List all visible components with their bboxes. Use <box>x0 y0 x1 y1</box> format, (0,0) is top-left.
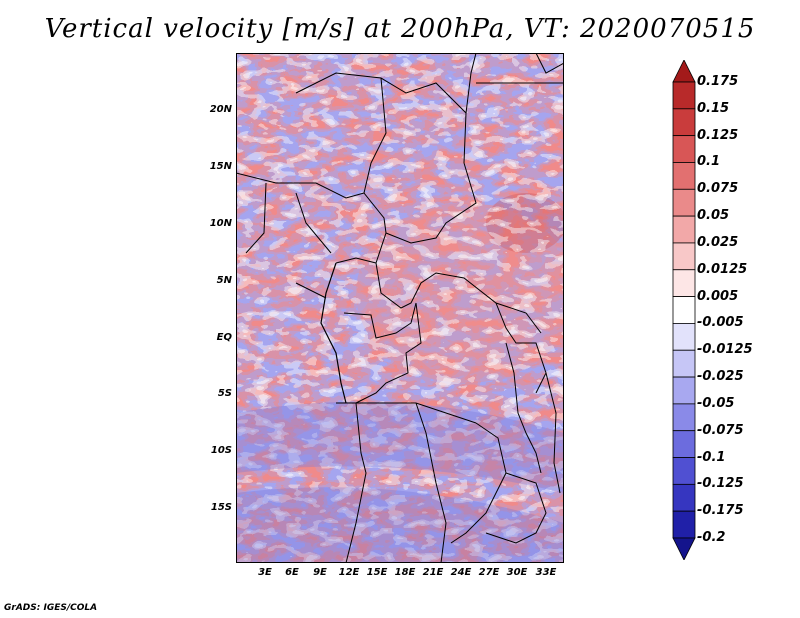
colorbar-label: -0.125 <box>697 476 744 492</box>
near-zero-field <box>236 53 564 563</box>
colorbar-swatch <box>672 483 696 512</box>
lat-label-10n: 10N <box>209 218 232 229</box>
lat-label-20n: 20N <box>209 104 232 115</box>
map-panel <box>236 53 564 563</box>
colorbar-swatch <box>672 162 696 190</box>
colorbar-swatch <box>672 296 696 324</box>
colorbar-top-triangle <box>672 60 696 83</box>
lat-label-5s: 5S <box>217 388 232 399</box>
colorbar-label: 0.175 <box>697 74 739 89</box>
lat-label-eq: EQ <box>216 332 232 343</box>
lon-label-6e: 6E <box>285 567 299 578</box>
colorbar-label: 0.125 <box>697 127 739 143</box>
colorbar-label: -0.025 <box>697 369 744 385</box>
colorbar-swatch <box>672 108 696 137</box>
colorbar-label: 0.0125 <box>697 261 748 277</box>
colorbar-label: -0.175 <box>697 503 744 519</box>
colorbar-label: 0.005 <box>697 288 739 304</box>
lon-label-21e: 21E <box>422 567 444 578</box>
lon-label-33e: 33E <box>535 567 557 578</box>
colorbar-label: -0.1 <box>697 449 726 465</box>
colorbar-swatch <box>672 81 696 110</box>
colorbar-bottom-triangle <box>672 537 696 560</box>
lon-label-9e: 9E <box>313 567 327 578</box>
map-frame <box>236 53 564 563</box>
colorbar-swatch <box>672 188 696 217</box>
colorbar-swatch <box>672 323 696 351</box>
colorbar-swatch <box>672 269 696 297</box>
colorbar-label: 0.15 <box>697 100 730 116</box>
colorbar-swatch <box>672 349 696 378</box>
colorbar-swatch <box>672 135 696 163</box>
colorbar-swatch <box>672 242 696 271</box>
colorbar-label: -0.005 <box>697 315 744 331</box>
colorbar-swatch <box>672 430 696 458</box>
lat-label-15n: 15N <box>209 161 232 172</box>
lon-label-30e: 30E <box>506 567 528 578</box>
country-borders <box>236 53 564 563</box>
colorbar-label: 0.025 <box>697 234 739 250</box>
colorbar-swatch <box>672 376 696 405</box>
plot-title: Vertical velocity [m/s] at 200hPa, VT: 2… <box>44 14 756 44</box>
colorbar-label: -0.0125 <box>697 342 753 358</box>
lat-label-15s: 15S <box>210 502 232 513</box>
lat-label-10s: 10S <box>210 445 232 456</box>
colorbar-label: -0.075 <box>697 422 744 438</box>
lon-label-3e: 3E <box>258 567 272 578</box>
lon-label-12e: 12E <box>338 567 360 578</box>
colorbar-swatch <box>672 457 696 485</box>
lon-label-27e: 27E <box>478 567 500 578</box>
colorbar-swatch <box>672 215 696 244</box>
colorbar-swatch <box>672 403 696 432</box>
colorbar-swatch <box>672 510 696 539</box>
colorbar-label: -0.05 <box>697 395 735 411</box>
grads-credit: GrADS: IGES/COLA <box>4 603 98 613</box>
colorbar-label: 0.1 <box>697 154 721 170</box>
lon-label-18e: 18E <box>394 567 416 578</box>
colorbar <box>672 60 696 560</box>
colorbar-label: 0.075 <box>697 181 739 197</box>
colorbar-label: -0.2 <box>697 530 726 545</box>
colorbar-label: 0.05 <box>697 208 730 224</box>
lat-label-5n: 5N <box>216 275 232 286</box>
lon-label-24e: 24E <box>450 567 472 578</box>
lon-label-15e: 15E <box>366 567 388 578</box>
